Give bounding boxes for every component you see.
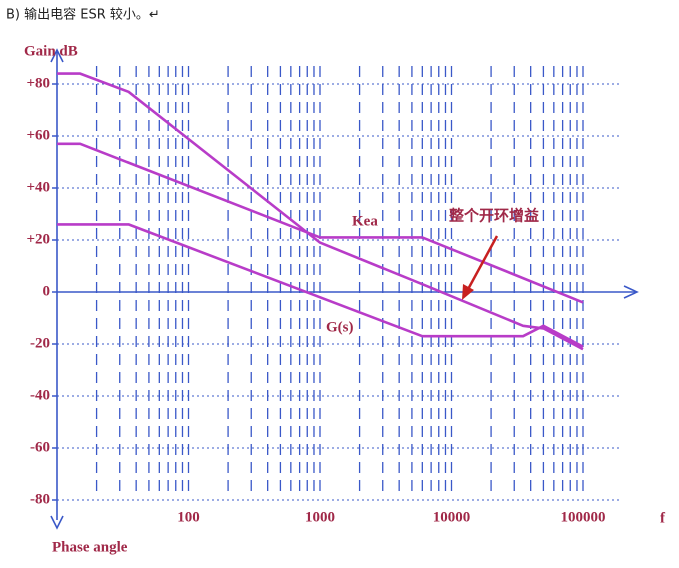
x-tick-label: 1000 [305, 509, 335, 525]
x-tick-label: 10000 [433, 509, 471, 525]
plot: Kea 整个开环增益 G(s) [57, 72, 584, 351]
y-tick-label: -80 [30, 491, 50, 507]
y-arrow [50, 48, 64, 63]
x-axis-title: f [660, 510, 666, 526]
phase-title: Phase angle [52, 539, 128, 555]
line [57, 142, 584, 304]
y-arrow-bottom [50, 515, 64, 530]
y-tick-label: +40 [26, 179, 50, 195]
annotation: 整个开环增益 [449, 207, 539, 225]
y-tick-label: -60 [30, 439, 50, 455]
y-tick-label: +80 [26, 75, 50, 91]
grid: +80 +60 +40 +20 0 -20 -40 -60 -80 100 1000 10000 100… [26, 66, 622, 525]
y-tick-label: 0 [43, 283, 51, 299]
x-tick-label: 100 [177, 509, 200, 525]
y-tick-label: +60 [26, 127, 50, 143]
arrow [464, 235, 499, 294]
annotation: G(s) [326, 319, 354, 335]
y-axis-title: Gain dB [24, 43, 78, 59]
line [57, 223, 584, 348]
y-tick-label: -40 [30, 387, 50, 403]
y-tick-label: +20 [26, 231, 50, 247]
x-tick-label: 100000 [561, 509, 606, 525]
annotation: Kea [352, 213, 378, 229]
y-tick-label: -20 [30, 335, 50, 351]
arrow-head [462, 284, 474, 300]
x-arrow [623, 285, 639, 299]
caption: B) 输出电容 ESR 较小。↵ [6, 7, 160, 23]
